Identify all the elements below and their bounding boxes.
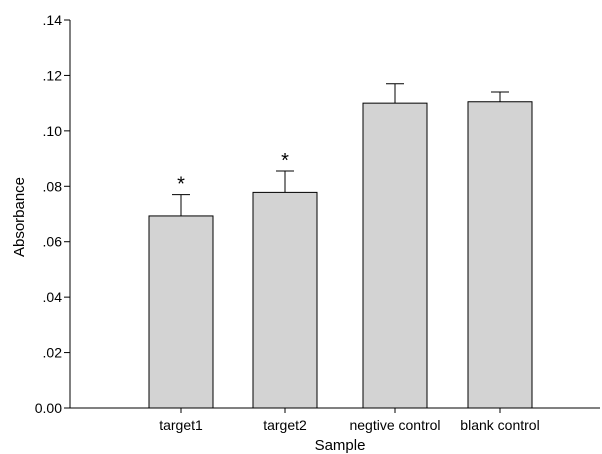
y-tick-label: .14: [43, 12, 63, 28]
y-tick-label: 0.00: [35, 400, 62, 416]
x-axis-title: Sample: [315, 437, 366, 454]
significance-marker: *: [177, 174, 185, 196]
y-axis: 0.00 .02 .04 .06 .08 .10 .12 .14: [35, 12, 71, 416]
x-axis: target1 target2 negtive control blank contr…: [70, 407, 600, 433]
y-tick-label: .12: [43, 67, 63, 83]
x-tick-label: target1: [159, 417, 203, 433]
bar: [148, 215, 214, 409]
y-tick-label: .08: [43, 178, 63, 194]
bar: [252, 191, 318, 409]
bar: [467, 101, 533, 409]
y-axis-title: Absorbance: [11, 177, 28, 257]
x-tick-label: blank control: [460, 417, 539, 433]
x-tick-label: negtive control: [349, 417, 440, 433]
bar: [362, 102, 428, 409]
significance-marker: *: [281, 150, 289, 172]
y-tick-label: .06: [43, 234, 63, 250]
x-tick-label: target2: [263, 417, 307, 433]
y-tick-label: .02: [43, 345, 63, 361]
y-tick-label: .10: [43, 123, 63, 139]
bars: **: [148, 83, 533, 409]
y-tick-label: .04: [43, 289, 63, 305]
